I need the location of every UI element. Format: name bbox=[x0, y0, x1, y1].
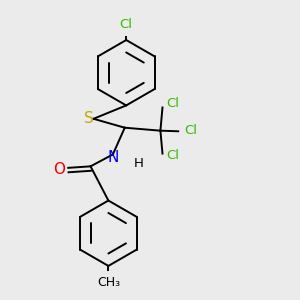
Text: H: H bbox=[134, 157, 143, 170]
Text: S: S bbox=[84, 111, 94, 126]
Text: O: O bbox=[53, 162, 65, 177]
Text: Cl: Cl bbox=[184, 124, 197, 137]
Text: Cl: Cl bbox=[166, 98, 179, 110]
Text: N: N bbox=[107, 150, 118, 165]
Text: Cl: Cl bbox=[120, 18, 133, 31]
Text: Cl: Cl bbox=[166, 149, 179, 162]
Text: CH₃: CH₃ bbox=[97, 276, 120, 289]
